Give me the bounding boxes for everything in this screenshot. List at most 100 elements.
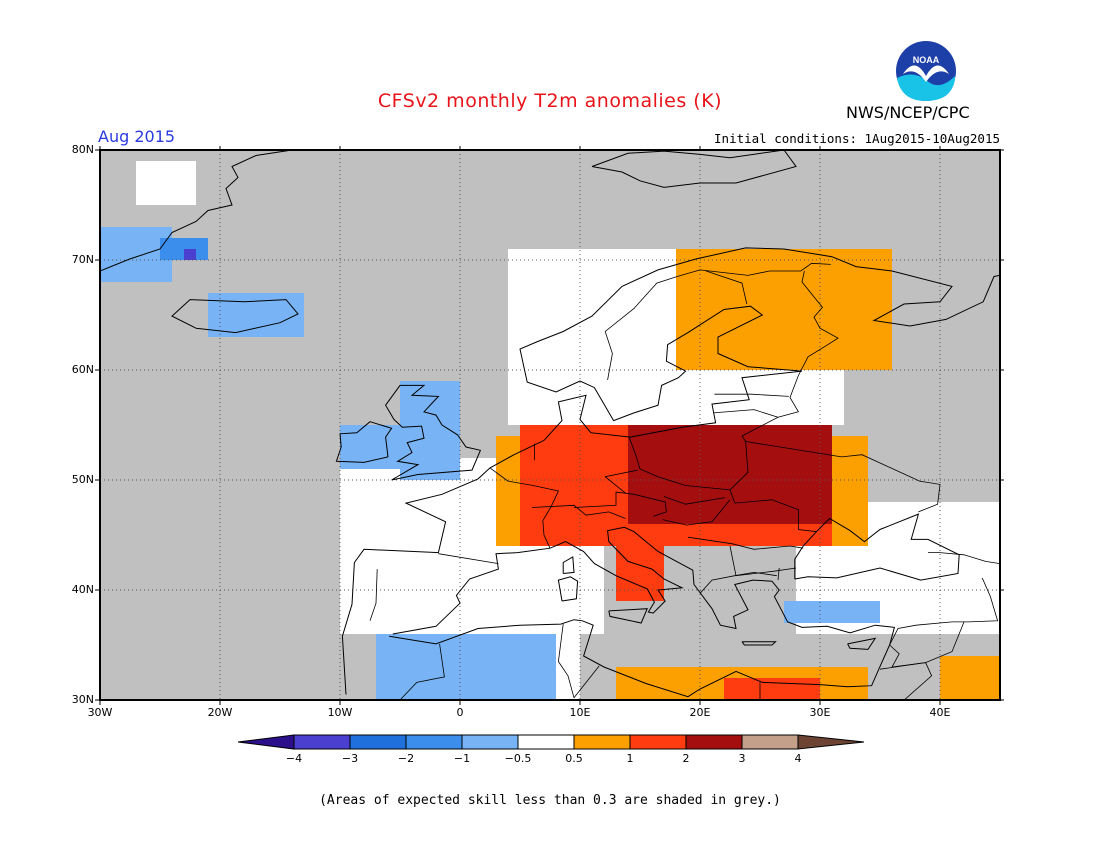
lon-tick-label: 40E	[929, 706, 951, 719]
logo-text: NOAA	[913, 55, 940, 65]
colorbar-label: −2	[397, 752, 415, 765]
colorbar-swatch	[741, 734, 799, 750]
country-border	[729, 545, 797, 577]
colorbar-arrow-low	[238, 734, 295, 750]
country-border	[699, 571, 777, 594]
initial-conditions-label: Initial conditions: 1Aug2015-10Aug2015	[714, 131, 1000, 146]
country-border	[713, 409, 779, 418]
anomaly-cell-b1	[376, 634, 556, 700]
colorbar-swatch	[405, 734, 463, 750]
lon-tick-label: 20E	[689, 706, 711, 719]
country-border	[745, 441, 941, 513]
organization-label: NWS/NCEP/CPC	[846, 103, 970, 122]
coastline	[389, 526, 896, 698]
colorbar-label: 1	[626, 752, 634, 765]
country-border	[573, 665, 600, 699]
noaa-logo: NOAA	[896, 41, 956, 101]
lat-tick-label: 80N	[71, 143, 94, 156]
colorbar-swatch	[573, 734, 631, 750]
coastline	[847, 637, 877, 650]
country-border	[928, 552, 1000, 564]
anomaly-cell-white	[136, 161, 196, 205]
coastline	[557, 576, 579, 602]
colorbar-label: 2	[682, 752, 690, 765]
lon-tick-label: 0	[456, 706, 464, 719]
coastline	[341, 247, 1000, 695]
coastline	[100, 150, 293, 272]
country-border	[798, 270, 839, 376]
country-border	[687, 536, 804, 550]
country-border	[663, 496, 726, 505]
country-border	[573, 491, 667, 517]
colorbar-swatch	[461, 734, 519, 750]
coastline	[591, 150, 797, 188]
month-label: Aug 2015	[98, 127, 176, 146]
coastline	[562, 556, 575, 574]
colorbar-swatch	[293, 734, 351, 750]
colorbar-swatch	[685, 734, 743, 750]
colorbar-label: −3	[341, 752, 359, 765]
anomaly-cell-o1	[676, 249, 892, 370]
map-border	[99, 149, 1001, 701]
country-border	[714, 393, 789, 397]
country-border	[604, 262, 831, 380]
country-border	[531, 504, 626, 519]
colorbar-label: 3	[738, 752, 746, 765]
lon-tick-label: 20W	[207, 706, 233, 719]
anomaly-field	[100, 150, 1000, 700]
country-border	[369, 569, 378, 621]
country-border	[889, 577, 999, 646]
lon-tick-label: 30W	[87, 706, 113, 719]
colorbar-label: −0.5	[504, 752, 532, 765]
coastline	[171, 299, 299, 334]
country-border	[729, 441, 817, 533]
country-border	[399, 643, 445, 700]
country-border	[777, 567, 780, 581]
colorbar-label: 0.5	[565, 752, 583, 765]
country-border	[557, 624, 575, 698]
colorbar-label: −4	[285, 752, 303, 765]
colorbar-label: −1	[453, 752, 471, 765]
colorbar-swatch	[517, 734, 575, 750]
coastline	[794, 513, 960, 581]
lon-tick-label: 30E	[809, 706, 831, 719]
coastline	[335, 421, 393, 463]
colorbar-swatch	[629, 734, 687, 750]
country-border	[705, 270, 748, 305]
axis-ticks	[95, 146, 1004, 705]
country-border	[628, 436, 731, 491]
country-border	[879, 662, 933, 700]
country-border	[604, 469, 638, 494]
colorbar-label: 4	[794, 752, 802, 765]
coastline	[741, 641, 777, 646]
anomaly-cell-b3	[184, 249, 196, 260]
country-borders	[369, 262, 1000, 700]
country-border	[741, 375, 800, 442]
anomaly-cell-b1	[208, 293, 304, 337]
country-border	[438, 553, 499, 564]
logo-bird	[903, 65, 949, 82]
anomaly-cell-o3	[628, 425, 832, 524]
anomaly-cell-o1	[940, 656, 1000, 700]
color-bar	[238, 734, 864, 750]
coastlines	[100, 150, 1000, 698]
lon-tick-label: 10E	[569, 706, 591, 719]
lat-tick-label: 50N	[71, 473, 94, 486]
anomaly-cell-o2	[616, 535, 664, 601]
country-border	[489, 467, 559, 549]
lon-tick-label: 10W	[327, 706, 353, 719]
colorbar-swatch	[349, 734, 407, 750]
coastline	[608, 608, 648, 624]
coastline	[385, 384, 482, 481]
anomaly-cell-b1	[784, 601, 880, 623]
map-frame	[95, 146, 1004, 705]
lat-tick-label: 40N	[71, 583, 94, 596]
lat-tick-label: 70N	[71, 253, 94, 266]
colorbar-arrow-high	[797, 734, 864, 750]
anomaly-cell-b1	[340, 425, 400, 469]
skill-footnote: (Areas of expected skill less than 0.3 a…	[319, 793, 781, 808]
lat-tick-label: 30N	[71, 693, 94, 706]
country-border	[662, 499, 731, 526]
lat-tick-label: 60N	[71, 363, 94, 376]
